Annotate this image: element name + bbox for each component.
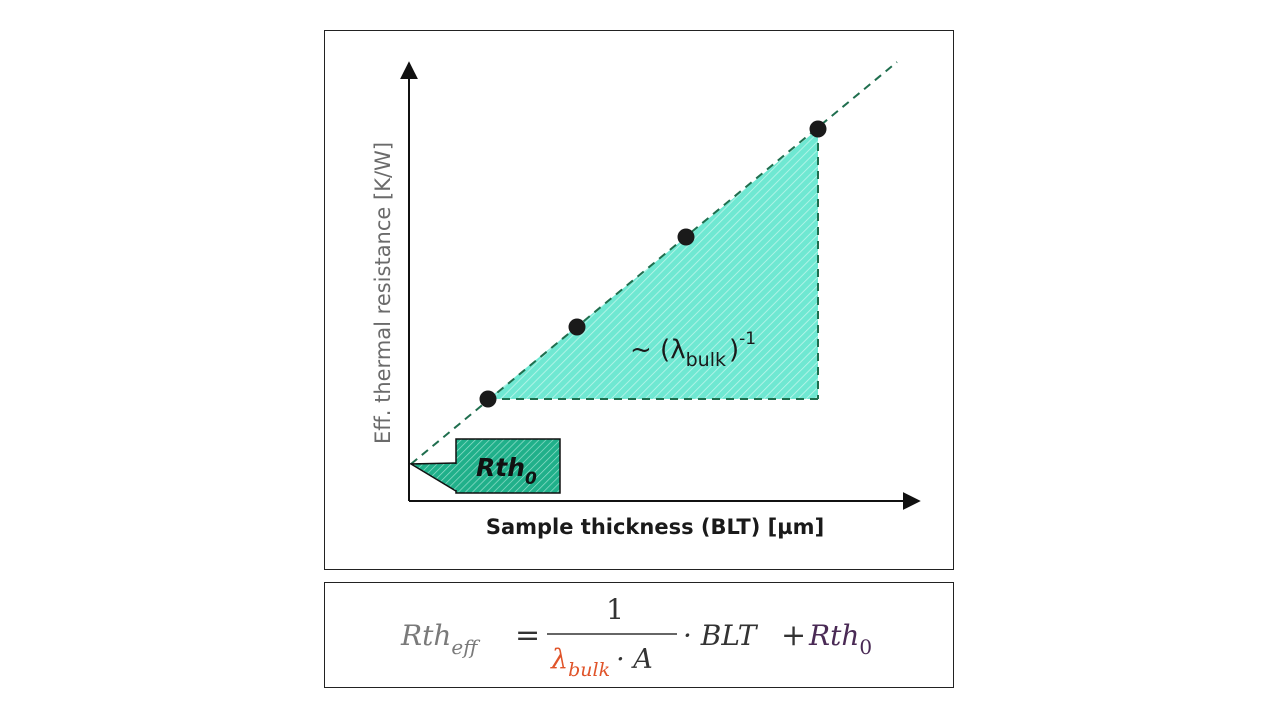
denominator-sub: bulk xyxy=(568,659,610,681)
denominator-rest: · A xyxy=(616,644,653,675)
formula-lhs-main: Rth xyxy=(400,619,451,652)
slope-superscript: -1 xyxy=(739,329,756,349)
data-point xyxy=(677,228,695,246)
x-axis-label: Sample thickness (BLT) [µm] xyxy=(486,515,824,539)
formula-svg: Rtheff = 1 λbulk · A · BLT + Rth0 xyxy=(400,593,872,681)
slope-subscript: bulk xyxy=(686,349,726,371)
formula-denominator: λbulk · A xyxy=(550,644,653,681)
formula-lhs: Rtheff xyxy=(400,619,481,659)
slope-suffix: ) xyxy=(729,335,739,365)
formula-numerator: 1 xyxy=(606,593,624,626)
formula-rth0-main: Rth xyxy=(808,619,859,652)
formula-lhs-sub: eff xyxy=(451,635,481,659)
diagram-svg: ~ (λbulk)-1 Rth0 Eff. thermal resistance… xyxy=(371,61,921,539)
formula-equals: = xyxy=(515,618,540,653)
data-point xyxy=(809,120,827,138)
data-point xyxy=(568,318,586,336)
diagram-frame: ~ (λbulk)-1 Rth0 Eff. thermal resistance… xyxy=(324,30,954,570)
formula-box: Rtheff = 1 λbulk · A · BLT + Rth0 xyxy=(324,582,954,688)
formula-dot-blt: · BLT xyxy=(683,619,759,652)
y-axis-label: Eff. thermal resistance [K/W] xyxy=(371,142,395,444)
intercept-label-box xyxy=(455,438,561,494)
data-point xyxy=(479,390,497,408)
formula-plus: + xyxy=(781,618,806,653)
intercept-label-main: Rth xyxy=(476,453,525,482)
slope-prefix: ~ (λ xyxy=(630,335,686,365)
intercept-callout-pointer xyxy=(408,462,457,493)
denominator-lambda: λ xyxy=(550,644,568,675)
intercept-label-subscript: 0 xyxy=(525,469,537,489)
intercept-label: Rth0 xyxy=(476,453,537,489)
slope-annotation: ~ (λbulk)-1 xyxy=(630,329,756,371)
formula-rth0: Rth0 xyxy=(808,619,872,659)
formula-rth0-sub: 0 xyxy=(859,635,872,659)
